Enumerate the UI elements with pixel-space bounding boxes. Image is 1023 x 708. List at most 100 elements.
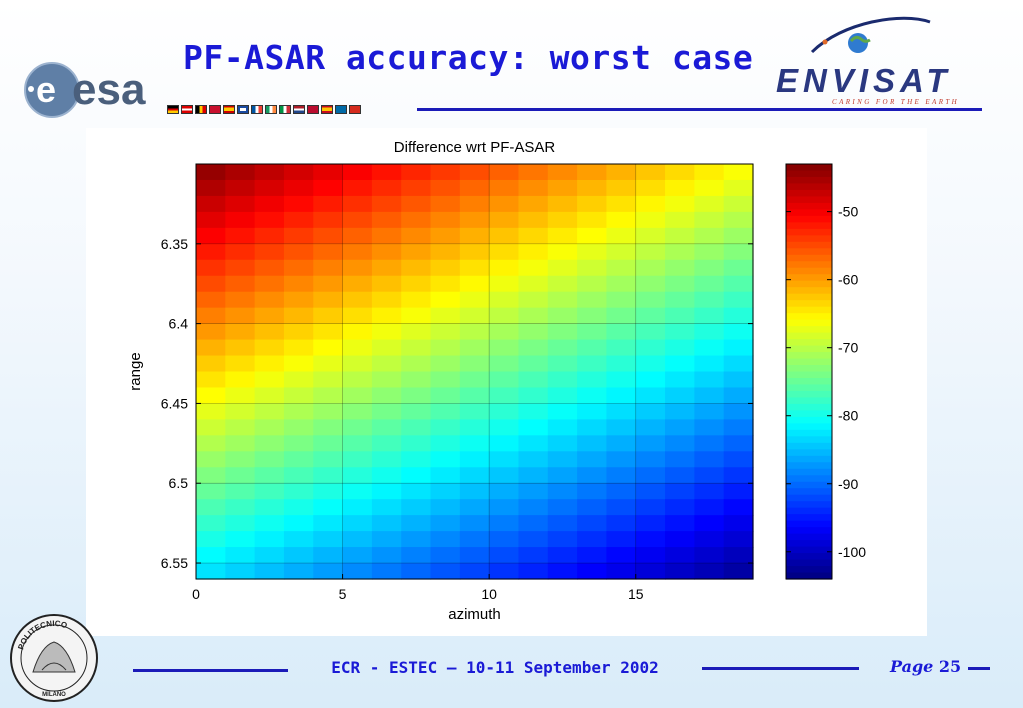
y-tick-label: 6.35 — [161, 236, 188, 252]
heatmap-cell — [313, 451, 344, 468]
heatmap-cell — [225, 435, 256, 452]
heatmap-cell — [371, 355, 402, 373]
heatmap-cell — [401, 179, 432, 197]
heatmap-cell — [371, 403, 402, 420]
colorbar-segment — [786, 455, 832, 463]
heatmap-cell — [430, 547, 461, 564]
heatmap-cell — [371, 259, 402, 277]
heatmap-cell — [489, 483, 520, 500]
heatmap-cell — [342, 371, 373, 389]
heatmap-cell — [401, 403, 432, 420]
heatmap-cell — [401, 467, 432, 484]
heatmap-cell — [430, 467, 461, 484]
heatmap-cell — [547, 211, 578, 229]
heatmap-cell — [430, 339, 461, 357]
heatmap-cell — [694, 515, 725, 532]
heatmap-cell — [577, 227, 608, 245]
heatmap-cell — [430, 323, 461, 341]
heatmap-cell — [547, 451, 578, 468]
heatmap-cell — [225, 339, 256, 357]
heatmap-cell — [577, 403, 608, 420]
heatmap-cell — [196, 164, 226, 181]
colorbar-segment — [786, 533, 832, 541]
heatmap-cell — [635, 211, 666, 229]
heatmap-cell — [459, 243, 490, 261]
heatmap-cell — [723, 323, 754, 341]
heatmap-cell — [283, 211, 314, 229]
heatmap-cell — [694, 323, 725, 341]
heatmap-cell — [547, 499, 578, 516]
heatmap-cell — [577, 499, 608, 516]
heatmap-cell — [635, 499, 666, 516]
heatmap-cell — [518, 339, 549, 357]
heatmap-cell — [196, 451, 226, 468]
colorbar-segment — [786, 215, 832, 223]
heatmap-cell — [665, 483, 695, 500]
heatmap-cell — [577, 451, 608, 468]
colorbar-segment — [786, 423, 832, 431]
heatmap-cell — [283, 371, 314, 389]
heatmap-cell — [459, 227, 490, 245]
heatmap-cell — [694, 164, 725, 181]
heatmap-cell — [489, 515, 520, 532]
heatmap-cell — [283, 419, 314, 436]
heatmap-cell — [313, 291, 344, 309]
heatmap-cell — [342, 291, 373, 309]
heatmap-cell — [459, 547, 490, 564]
colorbar-segment — [786, 209, 832, 217]
heatmap-cell — [606, 451, 637, 468]
heatmap-cell — [694, 483, 725, 500]
heatmap-cell — [489, 387, 520, 405]
heatmap-cell — [283, 355, 314, 373]
heatmap-cell — [723, 515, 754, 532]
flag-icon — [335, 105, 347, 114]
flag-icon — [223, 105, 235, 114]
heatmap-cell — [283, 323, 314, 341]
heatmap-chart: 0 5 10 15 6.35 6.4 6.45 6.5 6.55 Difference wrt P… — [127, 139, 866, 623]
colorbar-segment — [786, 553, 832, 561]
heatmap-cell — [489, 403, 520, 420]
heatmap-cell — [635, 259, 666, 277]
colorbar-segment — [786, 449, 832, 457]
heatmap-cell — [196, 467, 226, 484]
heatmap-cell — [518, 387, 549, 405]
colorbar-segment — [786, 371, 832, 379]
heatmap-cell — [694, 435, 725, 452]
heatmap-cell — [225, 451, 256, 468]
heatmap-cell — [606, 227, 637, 245]
heatmap-cell — [459, 307, 490, 325]
colorbar-segment — [786, 488, 832, 496]
heatmap-cell — [196, 387, 226, 405]
heatmap-cell — [606, 211, 637, 229]
heatmap-cell — [635, 179, 666, 197]
heatmap-cell — [665, 531, 695, 548]
heatmap-cell — [342, 547, 373, 564]
heatmap-cell — [723, 179, 754, 197]
heatmap-cell — [430, 515, 461, 532]
heatmap-cell — [723, 227, 754, 245]
heatmap-cell — [371, 435, 402, 452]
heatmap-cell — [313, 259, 344, 277]
heatmap-cell — [665, 323, 695, 341]
heatmap-cell — [665, 355, 695, 373]
heatmap-cell — [577, 291, 608, 309]
heatmap-cell — [577, 307, 608, 325]
colorbar-tick-label: -70 — [838, 340, 858, 356]
colorbar-segment — [786, 287, 832, 295]
heatmap-cell — [577, 164, 608, 181]
colorbar-segment — [786, 280, 832, 288]
heatmap-cell — [723, 483, 754, 500]
heatmap-cell — [459, 467, 490, 484]
heatmap-cell — [313, 243, 344, 261]
colorbar-segment — [786, 274, 832, 282]
heatmap-cell — [430, 243, 461, 261]
colorbar-segment — [786, 566, 832, 574]
heatmap-cell — [547, 483, 578, 500]
heatmap-cell — [606, 419, 637, 436]
heatmap-cell — [342, 515, 373, 532]
heatmap-cell — [665, 211, 695, 229]
flag-icon — [167, 105, 179, 114]
heatmap-cell — [225, 419, 256, 436]
heatmap-cell — [577, 483, 608, 500]
flag-icon — [181, 105, 193, 114]
